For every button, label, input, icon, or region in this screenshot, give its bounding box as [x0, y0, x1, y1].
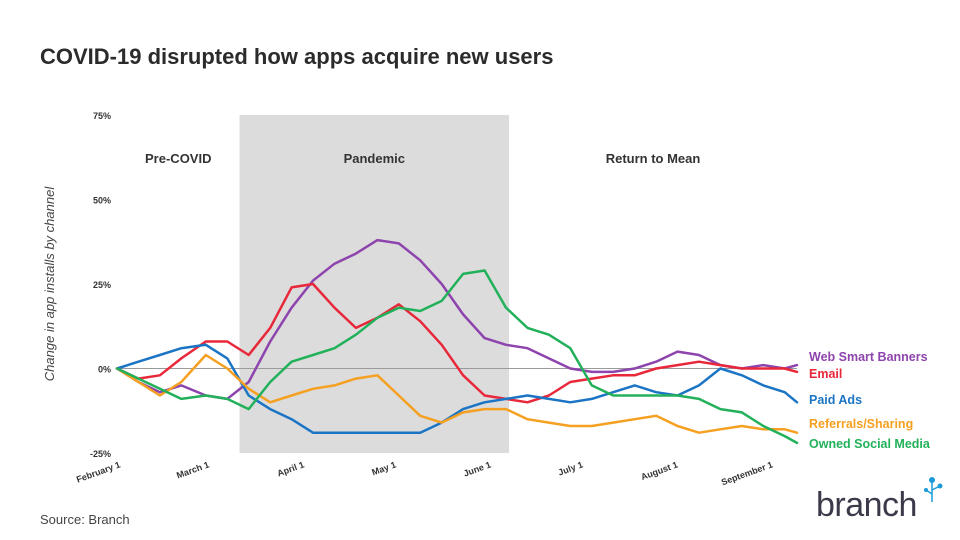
- chart-title: COVID-19 disrupted how apps acquire new …: [40, 44, 554, 69]
- series-line-web-smart-banners: [115, 238, 799, 401]
- y-tick-label: 25%: [93, 280, 111, 290]
- x-tick-label: April 1: [276, 459, 306, 478]
- source-note: Source: Branch: [40, 512, 130, 527]
- legend-label-referrals-sharing: Referrals/Sharing: [809, 417, 913, 431]
- x-tick-label: July 1: [557, 459, 584, 477]
- series-line-owned-social-media: [115, 269, 799, 445]
- branch-logo-icon: [924, 477, 943, 502]
- legend-label-paid-ads: Paid Ads: [809, 393, 862, 407]
- legend-label-web-smart-banners: Web Smart Banners: [809, 350, 928, 364]
- region-label-1: Pandemic: [344, 151, 405, 166]
- series-line-paid-ads: [115, 343, 799, 434]
- x-tick-label: August 1: [640, 459, 680, 482]
- y-tick-label: -25%: [90, 449, 111, 459]
- region-label-2: Return to Mean: [606, 151, 701, 166]
- series-line-email: [115, 282, 799, 404]
- branch-logo: branch: [816, 486, 917, 524]
- y-axis-label: Change in app installs by channel: [42, 186, 57, 382]
- x-tick-label: September 1: [720, 459, 774, 487]
- legend-label-owned-social-media: Owned Social Media: [809, 437, 931, 451]
- y-tick-label: 0%: [98, 365, 111, 375]
- legend-label-email: Email: [809, 367, 842, 381]
- region-label-0: Pre-COVID: [145, 151, 211, 166]
- x-tick-label: May 1: [370, 459, 397, 477]
- x-tick-label: March 1: [175, 459, 210, 480]
- y-tick-label: 50%: [93, 196, 111, 206]
- x-tick-label: February 1: [75, 459, 122, 484]
- x-tick-label: June 1: [462, 459, 492, 478]
- series-line-referrals-sharing: [115, 353, 799, 434]
- y-tick-label: 75%: [93, 111, 111, 121]
